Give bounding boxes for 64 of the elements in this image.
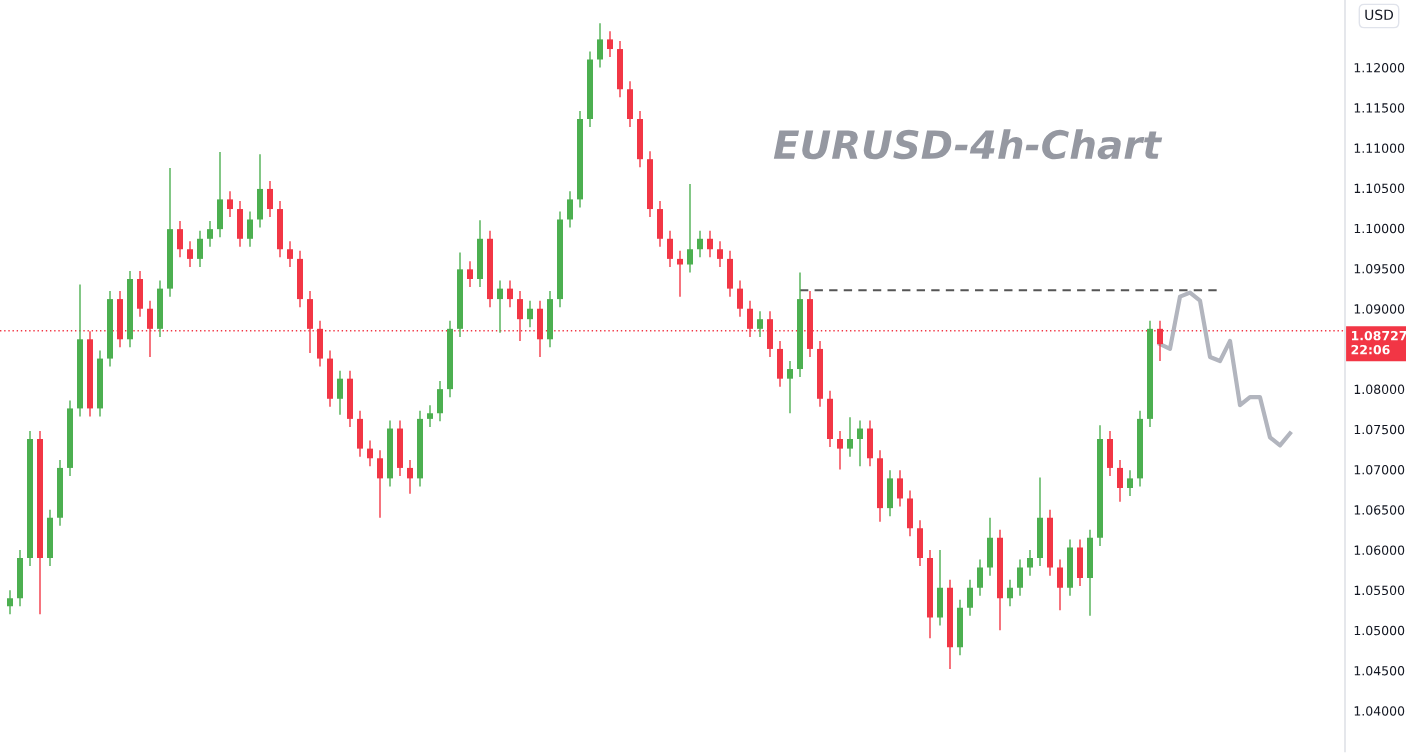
candlestick — [207, 220, 213, 248]
candlestick — [707, 230, 713, 258]
ref-line-label: 1.08727 22:06 — [1351, 330, 1406, 355]
candlestick — [1027, 549, 1033, 577]
y-tick-label: 1.11000 — [1354, 143, 1405, 153]
candlestick — [967, 578, 973, 617]
candlestick — [1007, 578, 1013, 607]
candlestick — [687, 183, 693, 274]
y-tick-label: 1.05500 — [1354, 585, 1405, 596]
candlestick — [717, 240, 723, 268]
candlestick — [377, 449, 383, 519]
y-tick-label: 1.04500 — [1354, 666, 1405, 676]
candlestick — [1127, 469, 1133, 497]
candlestick — [267, 180, 273, 218]
candlestick — [607, 30, 613, 58]
y-tick-label: 1.09000 — [1354, 304, 1405, 314]
candlestick — [837, 430, 843, 471]
y-tick-label: 1.09500 — [1354, 264, 1405, 274]
y-tick-label: 1.06000 — [1354, 545, 1405, 555]
candlestick — [677, 250, 683, 298]
candlestick — [1017, 558, 1023, 597]
y-tick-label: 1.10500 — [1354, 183, 1405, 194]
candlestick — [247, 210, 253, 248]
candlestick — [367, 439, 373, 468]
candlestick — [177, 220, 183, 258]
candlestick — [407, 459, 413, 495]
candlestick — [287, 240, 293, 268]
y-tick-label: 1.06500 — [1354, 505, 1405, 515]
y-tick-label: 1.04000 — [1354, 706, 1405, 716]
candlestick — [147, 300, 153, 358]
candlestick — [757, 310, 763, 338]
y-tick-label: 1.11500 — [1354, 103, 1405, 113]
candlestick — [197, 230, 203, 268]
candlestick — [847, 416, 853, 458]
text: USD — [1365, 9, 1394, 21]
line-series — [1157, 290, 1293, 448]
candlestick — [977, 558, 983, 597]
candlestick — [1117, 459, 1123, 503]
candlestick — [337, 369, 343, 416]
candlestick — [747, 300, 753, 338]
candlestick — [427, 404, 433, 428]
candlestick — [667, 230, 673, 268]
candlestick — [7, 589, 13, 615]
candlestick — [527, 300, 533, 328]
candlestick — [697, 230, 703, 258]
candlestick — [567, 190, 573, 229]
candlestick — [467, 260, 473, 288]
text: EURUSD-4h-Chart — [773, 129, 1163, 160]
y-tick-label: 1.10000 — [1354, 223, 1405, 234]
candlestick — [507, 279, 513, 308]
candlestick — [227, 190, 233, 218]
y-tick-label: 1.07500 — [1354, 424, 1405, 435]
candlestick — [737, 279, 743, 318]
candlestick — [497, 279, 503, 334]
candlestick — [1057, 558, 1063, 611]
y-tick-label: 1.05000 — [1354, 625, 1405, 636]
candlestick — [187, 240, 193, 268]
candlestick — [897, 469, 903, 508]
y-tick-label: 1.07000 — [1354, 465, 1405, 475]
y-tick-label: 1.12000 — [1354, 63, 1405, 73]
candlestick — [857, 419, 863, 468]
candlestick — [787, 360, 793, 414]
candlestick — [597, 22, 603, 69]
y-tick-label: 1.08000 — [1354, 384, 1405, 395]
